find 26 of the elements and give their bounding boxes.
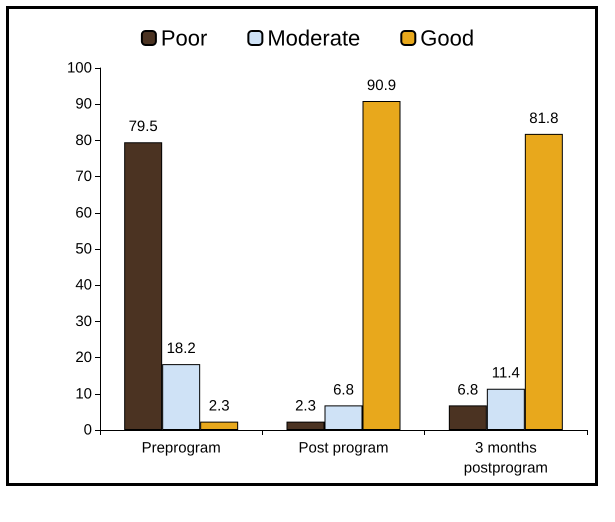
data-label: 90.9 <box>366 76 396 94</box>
data-label: 2.3 <box>208 398 230 415</box>
data-label: 18.2 <box>166 340 196 358</box>
y-tick-label: 30 <box>75 312 92 330</box>
y-tick-label: 50 <box>75 240 92 258</box>
y-tick-label: 70 <box>75 168 92 186</box>
y-tick-label: 10 <box>75 385 92 402</box>
y-tick-label: 20 <box>75 349 92 366</box>
data-label: 79.5 <box>128 118 158 136</box>
data-label: 81.8 <box>529 110 558 127</box>
legend-label: Moderate <box>267 26 360 50</box>
x-tick-label: Post program <box>298 440 389 456</box>
y-tick-label: 40 <box>75 276 92 294</box>
data-label: 2.3 <box>295 398 316 415</box>
data-label: 6.8 <box>333 381 354 398</box>
y-tick-label: 90 <box>75 96 92 113</box>
data-label: 11.4 <box>492 364 520 382</box>
y-tick-label: 0 <box>84 422 92 438</box>
legend-label: Good <box>420 26 474 50</box>
y-tick-label: 80 <box>75 132 92 149</box>
data-label: 6.8 <box>457 381 478 398</box>
y-tick-label: 100 <box>66 60 92 76</box>
legend-label: Poor <box>160 26 208 50</box>
y-tick-label: 60 <box>75 204 92 222</box>
x-tick-label: Preprogram <box>142 440 221 456</box>
x-tick-label: 3 months postprogram <box>464 440 548 476</box>
